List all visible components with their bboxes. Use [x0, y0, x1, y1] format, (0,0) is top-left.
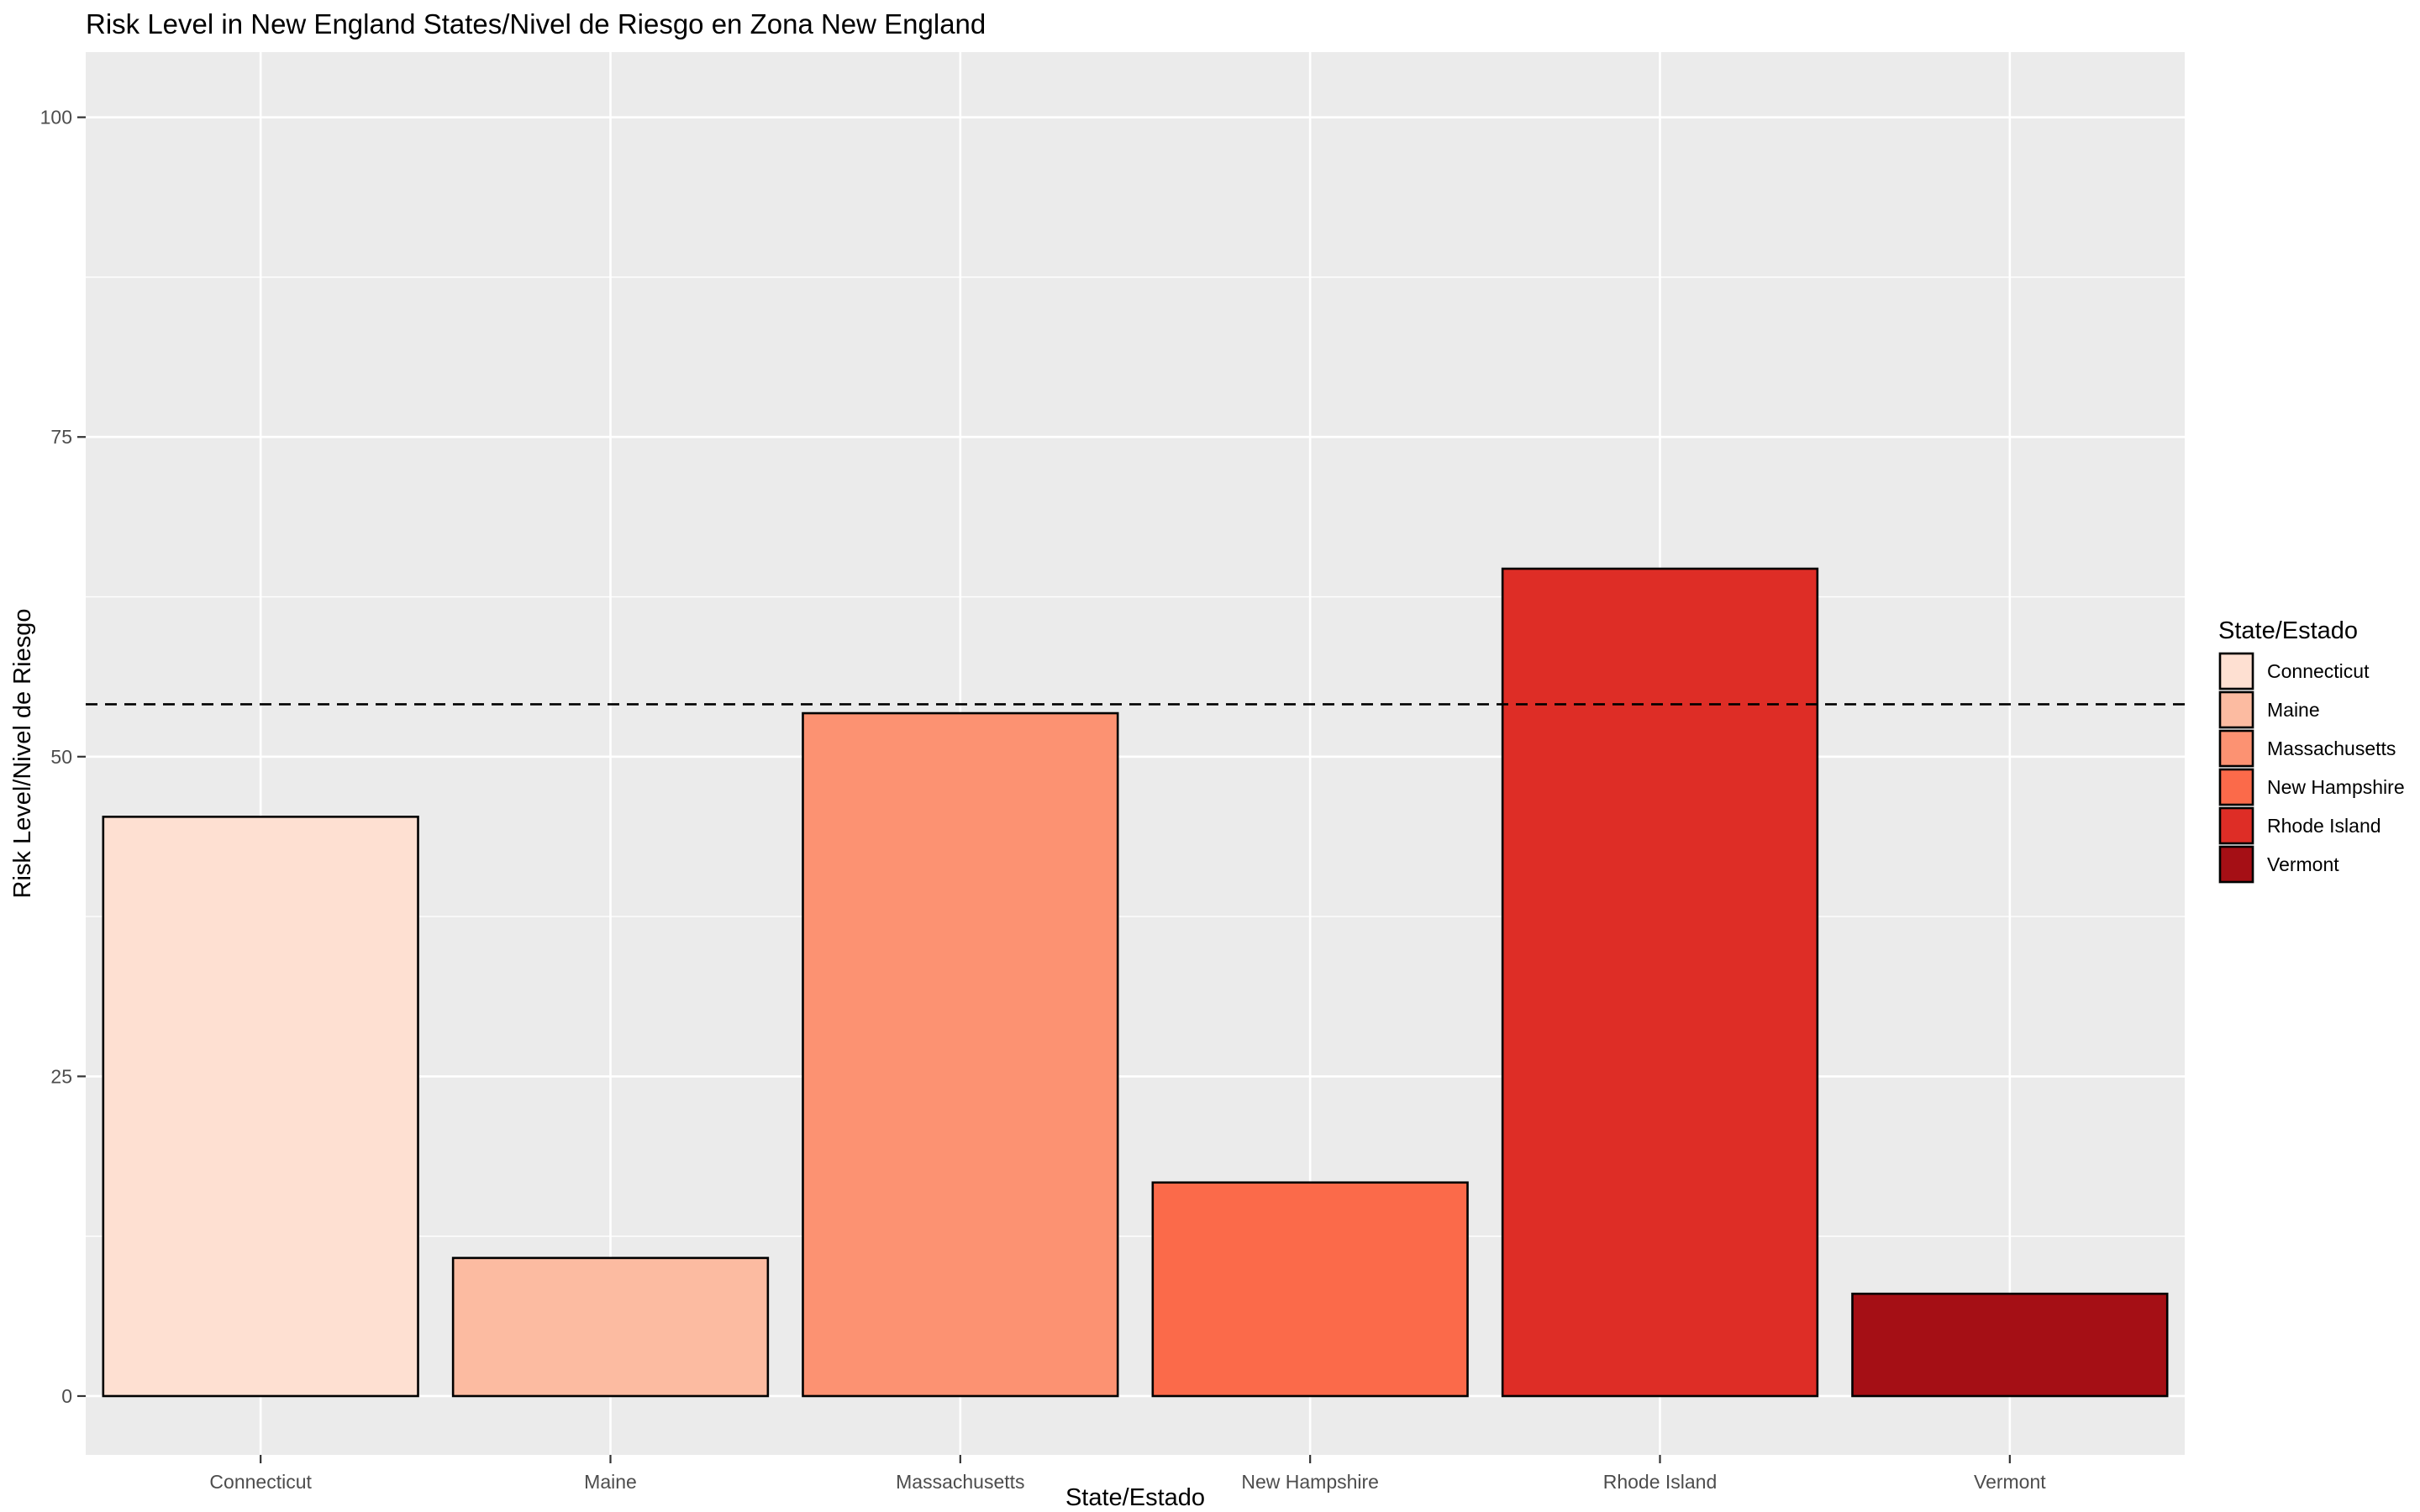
y-tick-label: 100 — [40, 107, 72, 129]
y-tick-label: 75 — [50, 426, 72, 448]
grid-minor — [86, 276, 2185, 1237]
y-axis-label: Risk Level/Nivel de Riesgo — [9, 609, 36, 899]
legend-label: New Hampshire — [2267, 776, 2405, 798]
x-tick-label: Massachusetts — [896, 1471, 1024, 1493]
x-tick-label: Connecticut — [209, 1471, 312, 1493]
y-tick-label: 25 — [50, 1065, 72, 1087]
legend-swatch — [2218, 806, 2254, 845]
legend-swatch — [2218, 729, 2254, 768]
legend-label: Connecticut — [2267, 660, 2370, 682]
legend-items: Connecticut Maine Massachusetts New Hampshi… — [2218, 652, 2405, 884]
bars — [102, 567, 2169, 1398]
legend-swatch — [2218, 845, 2254, 884]
legend-label: Vermont — [2267, 853, 2339, 875]
bar-rhode-island — [1501, 567, 1819, 1398]
bar-massachusetts — [802, 711, 1119, 1398]
legend: State/Estado Connecticut Maine Massachuset… — [2218, 617, 2405, 884]
legend-swatch — [2218, 652, 2254, 690]
x-axis: Connecticut Maine Massachusetts New Hampshi… — [209, 1455, 2046, 1493]
x-tick-label: Vermont — [1974, 1471, 2046, 1493]
y-tick-label: 0 — [61, 1385, 72, 1407]
y-tick-label: 50 — [50, 746, 72, 768]
y-axis: 0 25 50 75 100 — [40, 107, 86, 1407]
plot-panel — [86, 52, 2185, 1455]
x-tick-label: New Hampshire — [1241, 1471, 1379, 1493]
bar-vermont — [1851, 1292, 2169, 1398]
bar-new-hampshire — [1151, 1181, 1469, 1398]
legend-swatch — [2218, 690, 2254, 729]
x-tick-label: Rhode Island — [1603, 1471, 1718, 1493]
legend-label: Rhode Island — [2267, 815, 2381, 837]
chart-title: Risk Level in New England States/Nivel d… — [86, 8, 986, 39]
bar-maine — [451, 1257, 770, 1398]
legend-swatch — [2218, 768, 2254, 806]
legend-title: State/Estado — [2218, 617, 2358, 644]
bar-connecticut — [102, 816, 419, 1398]
x-axis-label: State/Estado — [1065, 1484, 1205, 1511]
legend-label: Massachusetts — [2267, 738, 2396, 759]
x-tick-label: Maine — [584, 1471, 637, 1493]
legend-label: Maine — [2267, 699, 2320, 721]
